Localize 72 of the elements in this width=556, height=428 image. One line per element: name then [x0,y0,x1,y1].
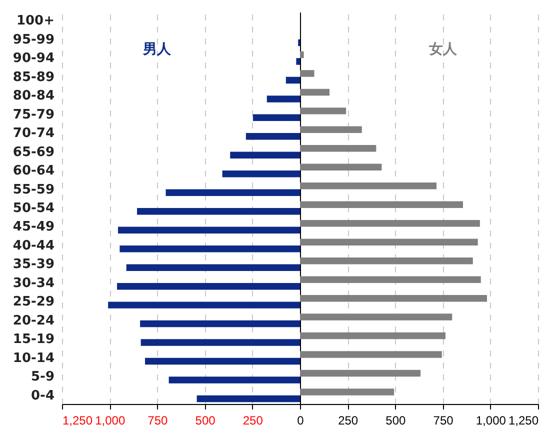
bar [120,245,300,252]
y-tick-label: 5-9 [31,370,54,385]
y-tick-label: 70-74 [12,126,54,142]
bar [300,332,446,340]
bar [140,320,300,328]
y-tick-label: 80-84 [12,88,54,104]
bar [300,294,487,302]
bar [166,189,300,196]
bar [300,351,442,358]
bar [246,133,300,140]
bar [300,257,473,264]
bar [300,164,382,171]
y-tick-label: 30-34 [12,276,54,291]
y-tick-label: 15-19 [12,332,54,348]
bar [300,51,304,58]
y-tick-label: 60-64 [12,164,54,179]
bar [252,114,300,122]
bar [118,226,300,234]
x-tick-label: 1,250 [62,414,93,428]
bar [168,376,300,384]
bar [300,201,463,208]
bar [145,358,300,365]
y-tick-label: 100+ [16,14,54,29]
x-tick-label: 500 [195,414,216,428]
x-tick-label: 500 [386,414,406,428]
y-tick-label: 75-79 [12,107,54,122]
bar [117,282,300,290]
y-tick-label: 65-69 [12,144,54,160]
bar [300,276,481,283]
y-tick-label: 90-94 [12,51,54,66]
bar [137,208,300,215]
y-tick-label: 85-89 [12,70,54,85]
bar [300,370,421,377]
bar [300,145,376,152]
x-tick-label: 0 [297,414,304,428]
bar [296,58,300,65]
y-tick-label: 20-24 [12,313,54,328]
bar [126,264,300,271]
text: 男人 [142,41,172,58]
bar [266,96,300,102]
y-tick-label: 10-14 [12,350,54,366]
bar [300,88,330,96]
bar [300,220,480,227]
x-tick-label: 1,000 [95,414,126,428]
y-tick-label: 0-4 [31,388,54,404]
y-tick-label: 25-29 [12,294,54,310]
y-tick-label: 40-44 [12,238,54,254]
bar [300,70,314,77]
bar [300,388,394,396]
bar [230,152,300,159]
x-tick-label: 250 [242,414,264,428]
x-tick-label: 750 [433,414,454,428]
text: 女人 [428,41,458,58]
bar [108,302,300,308]
y-tick-label: 95-99 [12,32,54,48]
x-tick-label: 250 [338,414,358,428]
bar [300,314,452,320]
bar [300,238,478,246]
x-tick-label: 1,250 [508,414,539,428]
x-tick-label: 750 [148,414,168,428]
y-tick-label: 45-49 [12,220,54,235]
y-tick-label: 50-54 [12,201,54,216]
bar [300,108,346,114]
y-tick-label: 55-59 [12,182,54,198]
y-tick-label: 35-39 [12,257,54,272]
bar [286,76,300,84]
x-tick-label: 1,000 [476,414,506,428]
bar [300,182,437,190]
bar [196,395,300,402]
bar [222,170,300,178]
bar [140,339,300,346]
bar [300,126,362,134]
